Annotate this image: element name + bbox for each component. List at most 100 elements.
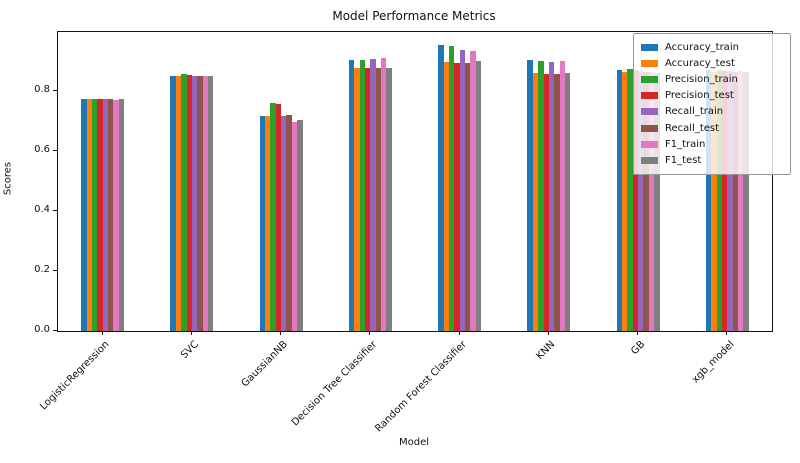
bar xyxy=(107,99,114,331)
bar xyxy=(181,74,187,331)
bar xyxy=(622,72,628,331)
y-tick-label: 0.6 xyxy=(34,143,50,155)
x-tick-label: Decision Tree Classifier xyxy=(289,339,380,429)
x-tick-mark xyxy=(726,331,728,335)
legend-item: Accuracy_train xyxy=(641,39,783,55)
bar xyxy=(281,115,287,331)
x-tick-label: Random Forest Classifier xyxy=(372,339,469,435)
legend: Accuracy_train Accuracy_test Precision_tra… xyxy=(633,33,791,175)
bar xyxy=(438,45,444,331)
bar xyxy=(97,99,103,331)
y-tick-mark xyxy=(53,209,57,211)
legend-item: Recall_test xyxy=(641,120,783,136)
legend-swatch-icon xyxy=(641,156,658,164)
bar xyxy=(175,75,182,331)
bar xyxy=(202,76,208,331)
bar xyxy=(102,99,108,331)
legend-item: Precision_test xyxy=(641,88,783,104)
y-tick-mark xyxy=(53,330,57,331)
bar xyxy=(722,71,728,331)
x-axis-label: Model xyxy=(398,437,430,448)
x-tick-mark xyxy=(101,331,103,335)
legend-item: Recall_train xyxy=(641,104,783,120)
bar xyxy=(459,49,465,331)
y-tick-mark xyxy=(53,269,57,271)
bar xyxy=(370,58,376,331)
legend-swatch-icon xyxy=(641,75,658,83)
bar xyxy=(86,99,92,331)
x-tick-label: SVC xyxy=(178,339,201,362)
y-tick-label: 0.4 xyxy=(34,203,50,215)
bar xyxy=(207,76,214,331)
legend-label: Recall_test xyxy=(665,122,720,134)
legend-swatch-icon xyxy=(641,59,658,67)
legend-label: Precision_train xyxy=(665,73,738,85)
legend-swatch-icon xyxy=(641,108,658,116)
bar xyxy=(475,61,482,331)
bar xyxy=(448,45,455,331)
x-tick-label: KNN xyxy=(534,339,558,363)
chart-title: Model Performance Metrics xyxy=(332,9,496,23)
y-tick-mark xyxy=(53,149,57,151)
bar xyxy=(554,74,560,331)
bar xyxy=(375,68,382,331)
bar xyxy=(443,62,449,331)
bar xyxy=(716,70,722,331)
legend-label: Recall_train xyxy=(665,106,724,118)
bar xyxy=(464,63,471,331)
bar xyxy=(632,70,639,331)
bar xyxy=(454,63,460,331)
bar xyxy=(538,60,544,331)
bar xyxy=(365,68,371,331)
x-tick-mark xyxy=(637,331,639,335)
bar xyxy=(470,50,476,331)
bar xyxy=(386,67,392,331)
bar xyxy=(705,70,712,331)
bar xyxy=(738,70,744,331)
legend-label: F1_train xyxy=(665,138,706,150)
bar xyxy=(627,68,633,331)
x-tick-mark xyxy=(458,331,460,335)
legend-item: Precision_train xyxy=(641,71,783,87)
bar xyxy=(543,74,549,331)
legend-item: Accuracy_test xyxy=(641,55,783,71)
bar xyxy=(638,71,644,331)
x-tick-mark xyxy=(369,331,371,335)
x-tick-mark xyxy=(190,331,192,335)
bar xyxy=(732,71,739,331)
y-tick-label: 0.8 xyxy=(34,83,50,95)
legend-swatch-icon xyxy=(641,124,658,132)
bar xyxy=(259,116,266,331)
legend-label: F1_test xyxy=(665,154,702,166)
legend-item: F1_test xyxy=(641,152,783,168)
bar xyxy=(564,73,571,331)
bar xyxy=(286,114,292,331)
y-axis-label: Scores xyxy=(2,161,14,196)
bar xyxy=(359,59,365,331)
bar xyxy=(548,62,555,331)
y-tick-label: 0.2 xyxy=(34,263,50,275)
bar xyxy=(527,59,533,331)
bar xyxy=(191,76,198,331)
bar xyxy=(291,121,298,331)
bar xyxy=(118,99,125,331)
bar xyxy=(711,71,717,331)
bar xyxy=(381,57,387,331)
legend-swatch-icon xyxy=(641,140,658,148)
bar xyxy=(270,102,276,331)
bar xyxy=(113,99,119,331)
legend-swatch-icon xyxy=(641,43,658,51)
bar xyxy=(643,72,649,331)
bar xyxy=(197,76,203,331)
bar xyxy=(275,104,282,331)
x-tick-label: GaussianNB xyxy=(239,339,290,390)
bar xyxy=(265,115,271,331)
x-tick-label: LogisticRegression xyxy=(38,339,112,413)
legend-label: Accuracy_train xyxy=(665,41,739,53)
legend-swatch-icon xyxy=(641,92,658,100)
x-tick-mark xyxy=(280,331,282,335)
bar xyxy=(91,98,98,331)
bar xyxy=(186,74,192,331)
bar xyxy=(654,72,660,331)
